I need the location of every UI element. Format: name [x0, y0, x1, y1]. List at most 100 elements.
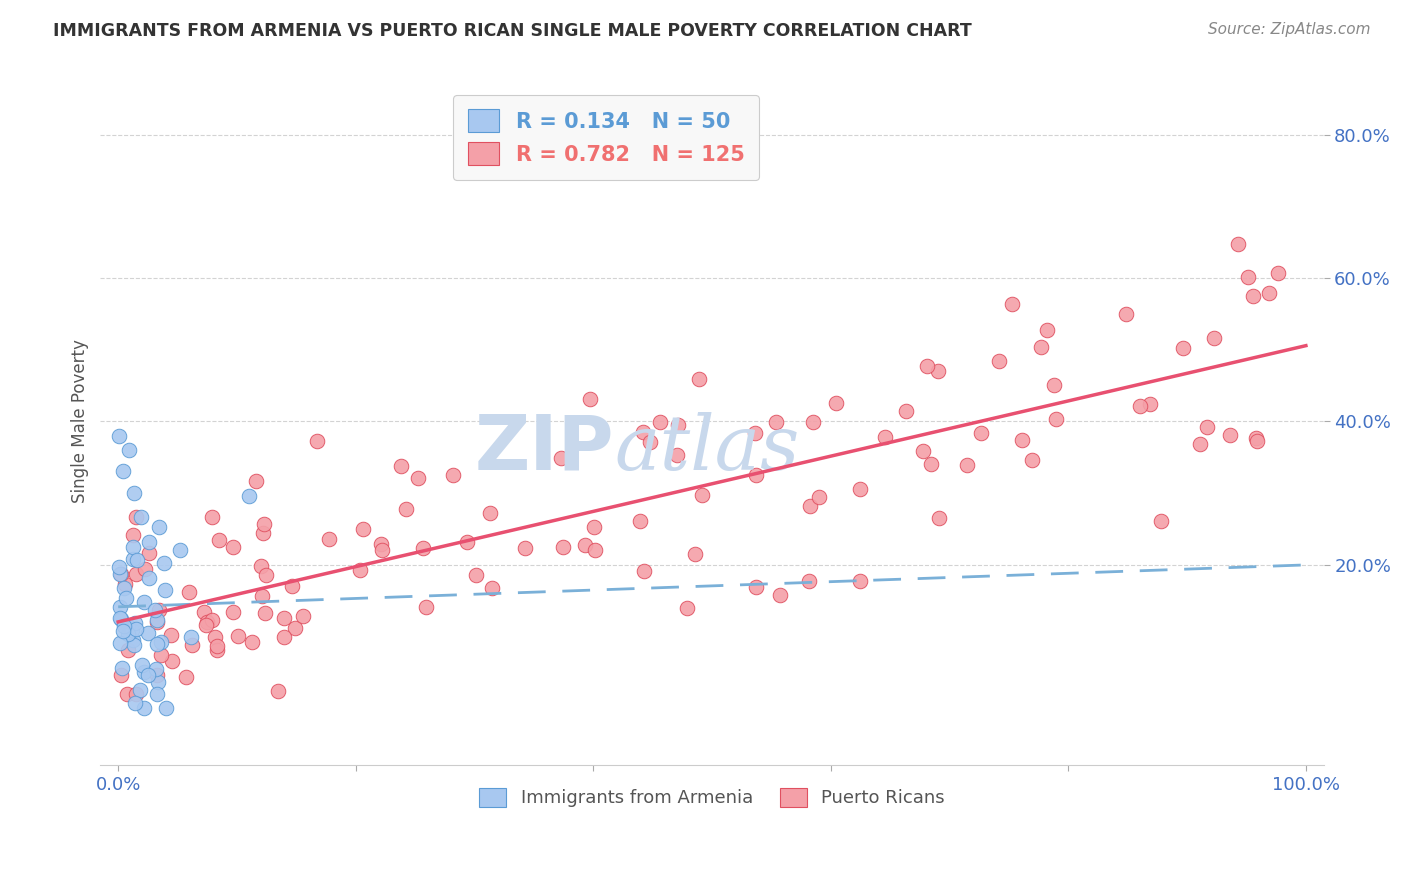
Point	[389, 459, 412, 474]
Point	[1257, 285, 1279, 300]
Point	[1219, 428, 1241, 442]
Point	[280, 579, 302, 593]
Point	[688, 372, 710, 386]
Point	[1043, 378, 1066, 392]
Point	[1244, 431, 1267, 445]
Point	[911, 444, 934, 458]
Point	[848, 482, 870, 496]
Point	[114, 591, 136, 605]
Point	[146, 668, 169, 682]
Point	[132, 700, 155, 714]
Point	[122, 486, 145, 500]
Point	[124, 615, 146, 630]
Text: Source: ZipAtlas.com: Source: ZipAtlas.com	[1208, 22, 1371, 37]
Point	[873, 430, 896, 444]
Point	[928, 511, 950, 525]
Point	[370, 543, 392, 558]
Point	[745, 580, 768, 594]
Point	[920, 458, 942, 472]
Point	[121, 623, 143, 637]
Point	[110, 668, 132, 682]
Point	[148, 520, 170, 534]
Point	[122, 527, 145, 541]
Point	[395, 501, 418, 516]
Point	[138, 546, 160, 560]
Point	[1139, 397, 1161, 411]
Point	[1011, 433, 1033, 447]
Point	[305, 434, 328, 449]
Point	[181, 639, 204, 653]
Point	[769, 588, 792, 602]
Point	[193, 605, 215, 619]
Point	[1237, 270, 1260, 285]
Point	[179, 584, 201, 599]
Point	[146, 615, 169, 630]
Point	[134, 562, 156, 576]
Point	[115, 687, 138, 701]
Point	[441, 467, 464, 482]
Point	[551, 540, 574, 554]
Point	[801, 415, 824, 429]
Point	[665, 448, 688, 462]
Point	[160, 655, 183, 669]
Text: IMMIGRANTS FROM ARMENIA VS PUERTO RICAN SINGLE MALE POVERTY CORRELATION CHART: IMMIGRANTS FROM ARMENIA VS PUERTO RICAN …	[53, 22, 972, 40]
Legend: Immigrants from Armenia, Puerto Ricans: Immigrants from Armenia, Puerto Ricans	[472, 780, 952, 814]
Point	[915, 359, 938, 373]
Point	[118, 442, 141, 457]
Point	[108, 600, 131, 615]
Point	[291, 609, 314, 624]
Point	[1267, 266, 1289, 280]
Point	[894, 404, 917, 418]
Point	[132, 595, 155, 609]
Point	[583, 542, 606, 557]
Point	[145, 687, 167, 701]
Point	[1171, 342, 1194, 356]
Point	[1195, 420, 1218, 434]
Point	[638, 434, 661, 449]
Point	[744, 426, 766, 441]
Point	[138, 571, 160, 585]
Point	[149, 648, 172, 663]
Point	[1246, 434, 1268, 448]
Point	[222, 605, 245, 619]
Y-axis label: Single Male Poverty: Single Male Poverty	[72, 339, 89, 503]
Point	[155, 582, 177, 597]
Point	[145, 661, 167, 675]
Point	[273, 611, 295, 625]
Point	[194, 617, 217, 632]
Point	[208, 533, 231, 547]
Point	[273, 630, 295, 644]
Point	[970, 426, 993, 441]
Point	[1021, 452, 1043, 467]
Point	[574, 538, 596, 552]
Point	[125, 623, 148, 637]
Point	[252, 525, 274, 540]
Point	[1226, 237, 1249, 252]
Point	[125, 553, 148, 567]
Point	[1188, 436, 1211, 450]
Point	[117, 627, 139, 641]
Point	[1241, 289, 1264, 303]
Point	[412, 541, 434, 555]
Point	[481, 581, 503, 595]
Point	[1202, 331, 1225, 345]
Point	[136, 667, 159, 681]
Point	[1029, 340, 1052, 354]
Point	[201, 613, 224, 627]
Point	[111, 661, 134, 675]
Point	[415, 600, 437, 615]
Point	[550, 451, 572, 466]
Point	[370, 536, 392, 550]
Point	[148, 603, 170, 617]
Point	[131, 658, 153, 673]
Point	[799, 499, 821, 513]
Point	[1115, 307, 1137, 321]
Point	[112, 581, 135, 595]
Point	[1036, 323, 1059, 337]
Point	[148, 675, 170, 690]
Point	[254, 606, 277, 620]
Point	[122, 632, 145, 647]
Point	[111, 465, 134, 479]
Point	[152, 557, 174, 571]
Point	[683, 547, 706, 561]
